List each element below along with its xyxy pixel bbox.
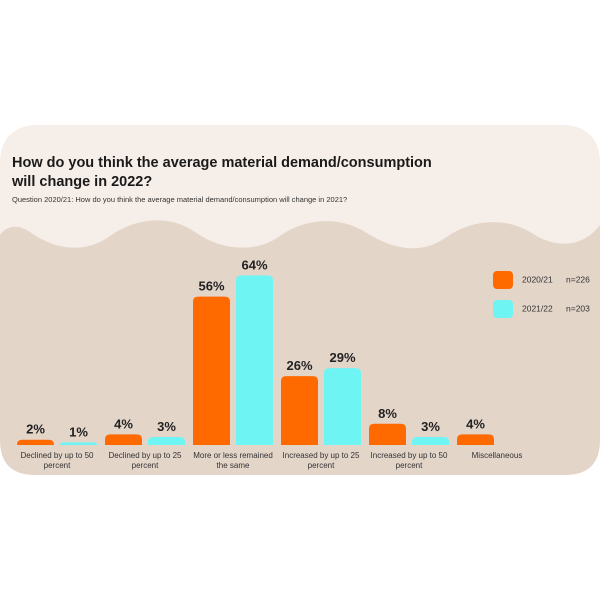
category-label: More or less remained the same	[193, 451, 273, 470]
legend-sample-size: n=226	[566, 274, 590, 284]
category-label: Increased by up to 50 percent	[370, 451, 448, 470]
bar	[60, 442, 97, 445]
legend-sample-size: n=203	[566, 303, 590, 313]
category-label: Declined by up to 25 percent	[108, 451, 182, 470]
chart-title-line: How do you think the average material de…	[12, 155, 432, 171]
value-label: 4%	[466, 416, 485, 431]
value-label: 1%	[69, 424, 88, 439]
legend-label: 2020/21	[522, 274, 553, 284]
value-label: 3%	[157, 419, 176, 434]
chart-subtitle: Question 2020/21: How do you think the a…	[12, 195, 347, 204]
bar	[148, 437, 185, 445]
header-background	[0, 125, 600, 249]
value-label: 26%	[286, 358, 312, 373]
bar	[457, 434, 494, 445]
category-label: Increased by up to 25 percent	[282, 451, 360, 470]
bar	[412, 437, 449, 445]
value-label: 8%	[378, 406, 397, 421]
bar	[193, 296, 230, 445]
legend-swatch	[493, 271, 513, 289]
legend-swatch	[493, 300, 513, 318]
bar	[17, 439, 54, 445]
bar	[369, 423, 406, 445]
chart-title-line: will change in 2022?	[11, 174, 152, 190]
category-label: Miscellaneous	[471, 451, 523, 460]
value-label: 64%	[241, 257, 267, 272]
bar	[105, 434, 142, 445]
chart-title: How do you think the average material de…	[11, 155, 432, 190]
bar	[236, 275, 273, 445]
bar	[324, 368, 361, 445]
value-label: 3%	[421, 419, 440, 434]
category-label: Declined by up to 50 percent	[20, 451, 94, 470]
value-label: 56%	[198, 279, 224, 294]
value-label: 4%	[114, 416, 133, 431]
legend-label: 2021/22	[522, 303, 553, 313]
value-label: 2%	[26, 422, 45, 437]
bar	[281, 376, 318, 445]
value-label: 29%	[329, 350, 355, 365]
